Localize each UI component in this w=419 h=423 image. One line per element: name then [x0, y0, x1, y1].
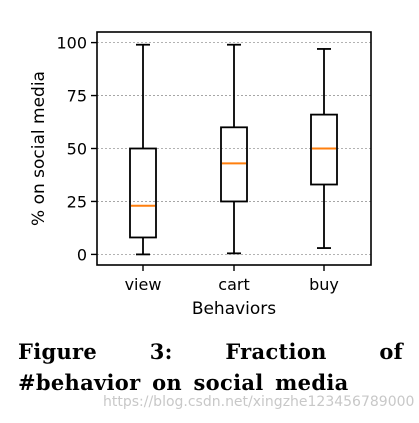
y-tick-label-100: 100	[56, 34, 87, 53]
boxplot-chart: 0 25 50 75 100 view cart buy % on social media…	[29, 31, 372, 319]
box-view	[129, 43, 157, 256]
y-axis-label: % on social media	[29, 71, 49, 226]
iqr-box-buy	[310, 113, 338, 186]
box-series	[129, 43, 338, 256]
iqr-box-cart	[220, 126, 248, 203]
y-tick-label-50: 50	[67, 140, 87, 159]
x-tick-label-view: view	[125, 275, 162, 294]
x-axis: view cart buy	[125, 265, 339, 294]
watermark-url: https://blog.csdn.net/xingzhe12345678900…	[103, 394, 415, 410]
y-axis: 0 25 50 75 100	[56, 34, 97, 264]
y-tick-label-0: 0	[77, 245, 87, 264]
x-tick-label-cart: cart	[218, 275, 249, 294]
y-tick-label-25: 25	[67, 192, 87, 211]
iqr-box-view	[129, 147, 157, 239]
box-cart	[220, 43, 248, 255]
x-axis-label: Behaviors	[192, 299, 276, 319]
figure-caption: Figure 3: Fraction of #behavior on socia…	[18, 339, 403, 395]
y-tick-label-75: 75	[67, 87, 87, 106]
box-buy	[310, 48, 338, 249]
x-tick-label-buy: buy	[309, 275, 339, 294]
